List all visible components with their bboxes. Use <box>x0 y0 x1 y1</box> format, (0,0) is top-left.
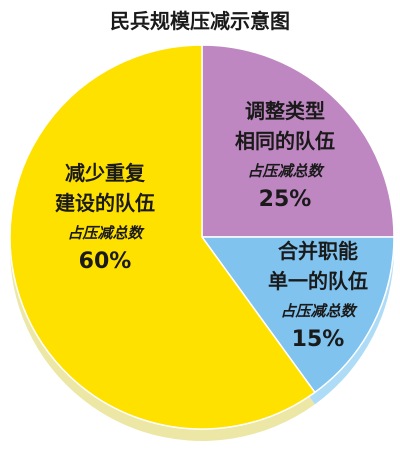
pie-labels: 减少重复建设的队伍占压减总数60%调整类型相同的队伍占压减总数25%合并职能单一… <box>55 99 368 352</box>
pie-slice-0 <box>9 44 316 430</box>
pie-label-line: 减少重复 <box>65 161 146 185</box>
pie-slice-1 <box>201 44 395 238</box>
pie-label-line: 合并职能 <box>278 239 358 263</box>
pie-label-sub: 占压减总数 <box>67 224 145 242</box>
pie-slices <box>9 44 395 430</box>
pie-label-value: 60% <box>79 249 132 274</box>
pie-label-sub: 占压减总数 <box>247 162 325 180</box>
pie-label-sub: 占压减总数 <box>280 302 358 320</box>
chart-title: 民兵规模压减示意图 <box>110 9 290 33</box>
pie-label-value: 25% <box>259 187 312 212</box>
pie-slice-2 <box>200 236 395 394</box>
pie-label-line: 相同的队伍 <box>235 129 335 153</box>
pie-label-line: 建设的队伍 <box>55 191 155 215</box>
pie-label-line: 调整类型 <box>245 99 325 123</box>
pie-label-line: 单一的队伍 <box>268 269 368 293</box>
pie-label-value: 15% <box>292 327 345 352</box>
